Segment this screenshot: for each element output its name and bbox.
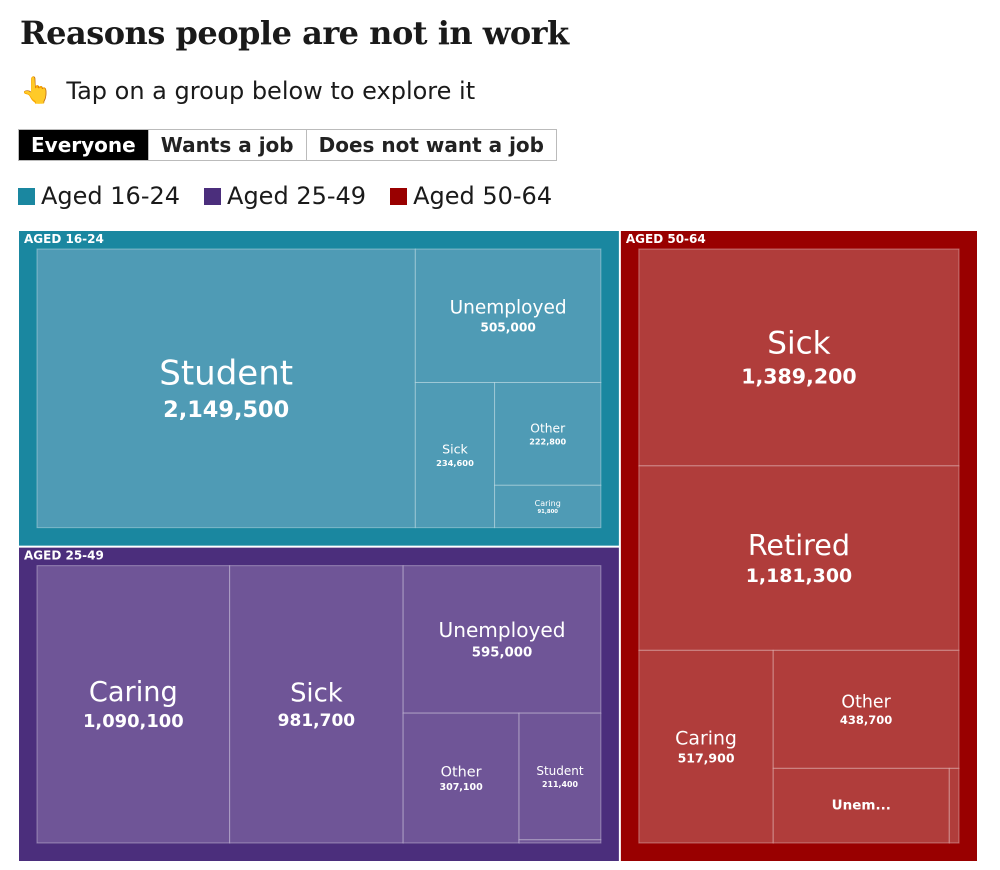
cell <box>402 712 520 844</box>
cell-label: Caring <box>89 677 178 708</box>
cell-value: 91,800 <box>538 509 559 515</box>
legend-item: Aged 16-24 <box>18 182 180 210</box>
cell-value: 2,149,500 <box>163 397 289 423</box>
group-frame <box>19 231 619 546</box>
legend-item: Aged 25-49 <box>204 182 366 210</box>
legend-swatch <box>204 187 222 205</box>
pointer-icon: 👆 <box>20 76 53 106</box>
cell-value: 234,600 <box>436 458 474 468</box>
legend: Aged 16-24 Aged 25-49 Aged 50-64 <box>18 182 552 210</box>
cell <box>494 484 602 529</box>
cell-label: Caring <box>675 728 737 750</box>
group-label: AGED 25-49 <box>24 549 104 563</box>
cell-value: 595,000 <box>472 645 533 660</box>
legend-swatch <box>390 187 408 205</box>
cell-value: 1,090,100 <box>83 711 184 732</box>
instruction-text: Tap on a group below to explore it <box>66 77 476 105</box>
cell <box>414 381 496 529</box>
cell <box>518 839 602 844</box>
cell-label: Caring <box>535 499 561 508</box>
group: AGED 16-24 Student 2,149,500 Unemployed 505,… <box>19 231 619 546</box>
cell <box>36 565 231 844</box>
cell <box>229 565 404 844</box>
instruction: 👆 Tap on a group below to explore it <box>20 76 475 106</box>
cell <box>638 465 960 651</box>
title: Reasons people are not in work <box>20 14 569 52</box>
cell-label: Sick <box>767 326 830 362</box>
cell-value: 211,400 <box>542 780 578 789</box>
cell-label: Other <box>530 422 566 436</box>
cell-label: Other <box>441 764 482 780</box>
legend-swatch <box>18 187 35 205</box>
cell-value: 981,700 <box>278 711 356 731</box>
legend-item: Aged 50-64 <box>390 182 552 210</box>
group-label: AGED 16-24 <box>24 232 104 246</box>
cell <box>772 767 950 844</box>
cell <box>518 712 602 841</box>
filter-button[interactable]: Wants a job <box>148 130 307 160</box>
cell-value: 517,900 <box>678 750 735 765</box>
cell-value: 505,000 <box>480 320 536 334</box>
cell <box>494 381 602 486</box>
legend-label: Aged 25-49 <box>227 182 367 210</box>
cell <box>414 248 602 383</box>
cell <box>638 649 774 844</box>
cell-value: 1,389,200 <box>741 365 856 389</box>
cell-label: Retired <box>748 528 850 562</box>
filter-buttons: Everyone Wants a job Does not want a job <box>18 129 557 161</box>
cell <box>948 767 960 844</box>
cell-value: 438,700 <box>840 713 892 727</box>
group-label: AGED 50-64 <box>626 232 706 246</box>
cell-label: Sick <box>290 679 343 709</box>
cell <box>402 565 602 714</box>
legend-label: Aged 50-64 <box>413 182 553 210</box>
cell <box>772 649 960 769</box>
cell-value: 222,800 <box>529 436 566 446</box>
cell-label: Unemployed <box>439 618 566 642</box>
cell-value: 1,181,300 <box>746 565 852 587</box>
cell-label: Other <box>841 692 891 712</box>
cell-label: Unemployed <box>450 297 567 318</box>
cell-label: Unem... <box>832 798 891 814</box>
filter-button[interactable]: Everyone <box>19 130 149 160</box>
group-frame <box>19 547 619 861</box>
cell-label: Sick <box>442 442 468 457</box>
cell-label: Student <box>159 353 293 393</box>
cell-value: 307,100 <box>439 782 483 793</box>
cell <box>638 248 960 467</box>
group-frame <box>620 231 977 861</box>
cell <box>36 248 416 529</box>
cell-label: Student <box>536 764 584 778</box>
legend-label: Aged 16-24 <box>41 182 181 210</box>
filter-button[interactable]: Does not want a job <box>306 130 556 160</box>
group: AGED 50-64 Sick 1,389,200 Retired 1,181,300 C… <box>620 231 977 861</box>
